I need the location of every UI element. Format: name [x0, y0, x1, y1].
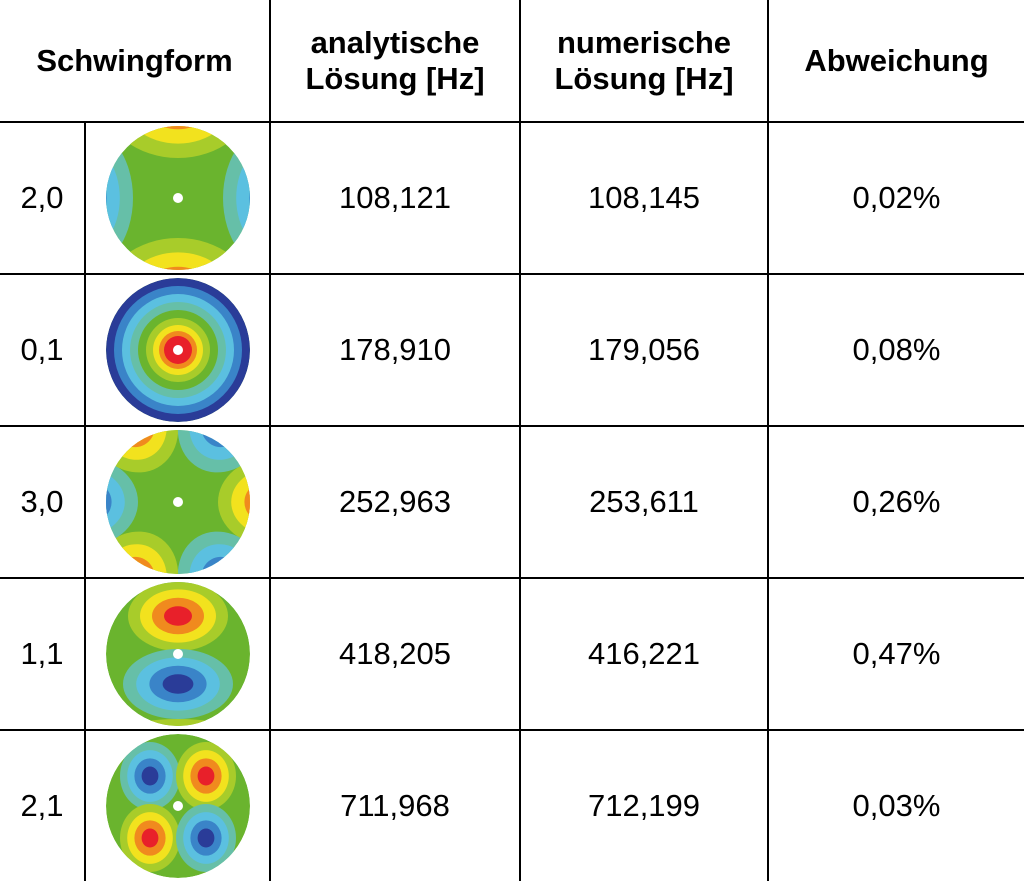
header-mode: Schwingform — [0, 0, 270, 122]
table-row: 3,0 252,963 253,611 0,26% — [0, 426, 1024, 578]
deviation-value: 0,08% — [768, 274, 1024, 426]
mode-shape-0-1 — [103, 275, 253, 425]
deviation-value: 0,26% — [768, 426, 1024, 578]
mode-label: 0,1 — [0, 274, 85, 426]
mode-label: 2,0 — [0, 122, 85, 274]
numeric-value: 108,145 — [520, 122, 768, 274]
mode-shape-image — [85, 730, 270, 881]
header-deviation: Abweichung — [768, 0, 1024, 122]
table-row: 2,1 711,968 712,199 0,03% — [0, 730, 1024, 881]
mode-shape-image — [85, 122, 270, 274]
numeric-value: 416,221 — [520, 578, 768, 730]
mode-shape-2-1 — [103, 731, 253, 881]
mode-shape-2-0 — [103, 123, 253, 273]
mode-label: 2,1 — [0, 730, 85, 881]
mode-label: 3,0 — [0, 426, 85, 578]
mode-shape-1-1 — [103, 579, 253, 729]
mode-shape-image — [85, 578, 270, 730]
center-hole — [173, 345, 183, 355]
mode-shape-image — [85, 426, 270, 578]
numeric-value: 253,611 — [520, 426, 768, 578]
center-hole — [173, 649, 183, 659]
numeric-value: 179,056 — [520, 274, 768, 426]
mode-shape-3-0 — [103, 427, 253, 577]
numeric-value: 712,199 — [520, 730, 768, 881]
table-row: 1,1 418,205 416,221 0,47% — [0, 578, 1024, 730]
deviation-value: 0,02% — [768, 122, 1024, 274]
mode-label: 1,1 — [0, 578, 85, 730]
analytic-value: 252,963 — [270, 426, 520, 578]
deviation-value: 0,47% — [768, 578, 1024, 730]
center-hole — [173, 801, 183, 811]
analytic-value: 711,968 — [270, 730, 520, 881]
center-hole — [173, 193, 183, 203]
analytic-value: 178,910 — [270, 274, 520, 426]
mode-shape-image — [85, 274, 270, 426]
center-hole — [173, 497, 183, 507]
table-row: 0,1 178,910 179,056 0,08% — [0, 274, 1024, 426]
analytic-value: 418,205 — [270, 578, 520, 730]
table-row: 2,0 108,121 108,145 0,02% — [0, 122, 1024, 274]
analytic-value: 108,121 — [270, 122, 520, 274]
deviation-value: 0,03% — [768, 730, 1024, 881]
